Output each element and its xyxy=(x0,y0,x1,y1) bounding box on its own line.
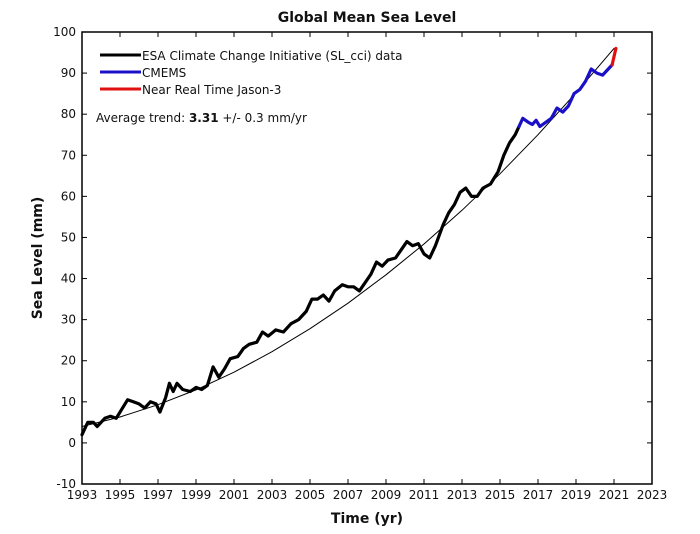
legend-label-jason3: Near Real Time Jason-3 xyxy=(142,83,281,97)
y-axis-label: Sea Level (mm) xyxy=(30,197,46,320)
series-line-1 xyxy=(517,63,614,129)
series-line-0 xyxy=(80,124,521,437)
x-tick-label: 1995 xyxy=(105,488,136,502)
legend-label-cmems: CMEMS xyxy=(142,66,186,80)
x-tick-label: 1999 xyxy=(181,488,212,502)
y-tick-label: 10 xyxy=(61,395,76,409)
trend-annotation: Average trend: 3.31 +/- 0.3 mm/yr xyxy=(96,111,307,125)
x-tick-label: 2011 xyxy=(409,488,440,502)
y-tick-label: 90 xyxy=(61,66,76,80)
x-tick-label: 2015 xyxy=(485,488,516,502)
x-tick-label: 2009 xyxy=(371,488,402,502)
plot-frame xyxy=(81,31,653,485)
x-tick-label: 1997 xyxy=(143,488,174,502)
x-tick-label: 2013 xyxy=(447,488,478,502)
x-axis-label: Time (yr) xyxy=(331,511,403,527)
y-tick-label: 100 xyxy=(53,25,76,39)
x-tick-label: 2019 xyxy=(561,488,592,502)
y-tick-label: 60 xyxy=(61,189,76,203)
y-tick-label: 70 xyxy=(61,148,76,162)
x-tick-label: 2003 xyxy=(257,488,288,502)
x-tick-label: 2005 xyxy=(295,488,326,502)
y-tick-label: 20 xyxy=(61,354,76,368)
x-tick-label: 2017 xyxy=(523,488,554,502)
trend-line xyxy=(81,47,615,427)
legend-label-sl-cci: ESA Climate Change Initiative (SL_cci) d… xyxy=(142,49,402,63)
y-tick-label: 40 xyxy=(61,272,76,286)
x-tick-label: 2007 xyxy=(333,488,364,502)
x-tick-label: 2023 xyxy=(637,488,668,502)
series-line-2 xyxy=(610,46,618,67)
chart-title: Global Mean Sea Level xyxy=(278,10,457,26)
y-tick-label: 30 xyxy=(61,313,76,327)
legend: ESA Climate Change Initiative (SL_cci) d… xyxy=(100,49,402,97)
y-tick-label: 50 xyxy=(61,230,76,244)
x-tick-label: 1993 xyxy=(67,488,98,502)
y-tick-label: -10 xyxy=(56,477,76,491)
y-tick-label: 0 xyxy=(68,436,76,450)
x-tick-label: 2021 xyxy=(599,488,630,502)
x-tick-label: 2001 xyxy=(219,488,250,502)
y-tick-label: 80 xyxy=(61,107,76,121)
